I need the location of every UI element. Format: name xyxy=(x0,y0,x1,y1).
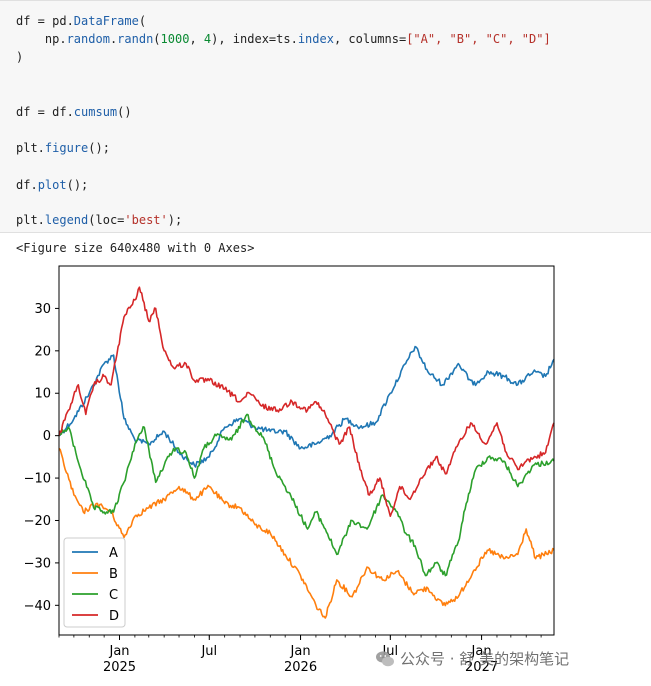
code-token: np. xyxy=(16,32,67,46)
cell-output-text: <Figure size 640x480 with 0 Axes> xyxy=(16,241,255,255)
x-tick-year-label: 2027 xyxy=(465,660,498,675)
y-tick-label: 0 xyxy=(43,429,51,444)
code-token: plt. xyxy=(16,213,45,227)
code-token: 1000 xyxy=(160,32,190,46)
code-token: df = df. xyxy=(16,105,74,119)
code-cell[interactable]: df = pd.DataFrame( np.random.randn(1000,… xyxy=(0,0,651,233)
code-token: randn xyxy=(117,32,154,46)
code-token: ["A", "B", "C", "D"] xyxy=(406,32,551,46)
y-tick-label: −20 xyxy=(24,514,51,529)
code-token: index xyxy=(297,32,334,46)
plot-frame xyxy=(58,265,555,636)
series-line-b xyxy=(58,447,555,619)
code-token: (loc= xyxy=(88,213,125,227)
code-token: df = pd. xyxy=(16,14,74,28)
watermark-text: 公众号 · 舒 美的架构笔记 xyxy=(400,650,570,668)
wechat-icon xyxy=(376,650,394,666)
x-tick-label: Jan xyxy=(471,644,492,659)
code-token: (); xyxy=(66,178,89,192)
watermark: 公众号 · 舒 美的架构笔记 xyxy=(375,648,569,669)
legend-label-b: B xyxy=(109,567,118,582)
code-token: () xyxy=(117,105,132,119)
y-tick-label: 10 xyxy=(34,387,51,402)
code-token: ( xyxy=(138,14,147,28)
code-line: plt.legend(loc='best'); xyxy=(16,213,182,228)
code-token: (); xyxy=(88,141,110,155)
code-token: , columns= xyxy=(333,32,407,46)
code-token: , xyxy=(189,32,204,46)
legend-label-d: D xyxy=(109,609,119,624)
x-tick-label: Jan xyxy=(108,644,129,659)
code-token: plot xyxy=(37,178,67,192)
code-token: df. xyxy=(16,178,38,192)
x-tick-year-label: 2025 xyxy=(103,660,136,675)
x-tick-year-label: 2026 xyxy=(284,660,317,675)
code-line: ) xyxy=(16,50,24,64)
series-line-c xyxy=(58,413,555,577)
code-token: DataFrame xyxy=(73,14,139,28)
series-line-d xyxy=(58,286,555,518)
y-tick-label: −10 xyxy=(24,472,51,487)
code-token: random xyxy=(66,32,110,46)
code-token: figure xyxy=(44,141,89,155)
code-token: 'best' xyxy=(124,213,168,227)
series-line-a xyxy=(58,345,555,468)
code-token: plt. xyxy=(16,141,45,155)
y-tick-label: 20 xyxy=(34,344,51,359)
x-tick-label: Jul xyxy=(200,644,217,659)
code-token: cumsum xyxy=(73,105,118,119)
code-token: ( xyxy=(153,32,161,46)
code-line: df.plot(); xyxy=(16,178,88,193)
code-token: 4 xyxy=(203,32,212,46)
code-token: legend xyxy=(44,213,89,227)
code-line: plt.figure(); xyxy=(16,141,110,156)
legend-label-c: C xyxy=(109,588,118,603)
legend-box xyxy=(63,537,126,628)
y-tick-label: −30 xyxy=(24,556,51,571)
legend-label-a: A xyxy=(109,546,118,561)
y-tick-label: 30 xyxy=(34,302,51,317)
code-line: df = pd.DataFrame( xyxy=(16,14,146,29)
code-token: ); xyxy=(167,213,183,227)
code-line: np.random.randn(1000, 4), index=ts.index… xyxy=(16,32,551,47)
code-token: . xyxy=(109,32,118,46)
x-tick-label: Jan xyxy=(290,644,311,659)
y-tick-label: −40 xyxy=(24,599,51,614)
code-token: ), index=ts. xyxy=(211,32,298,46)
code-line: df = df.cumsum() xyxy=(16,105,132,120)
